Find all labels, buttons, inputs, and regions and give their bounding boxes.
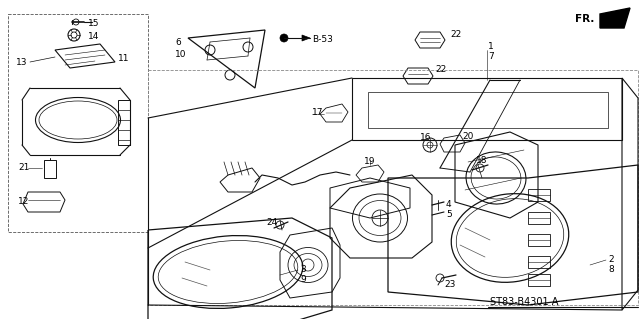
Text: 13: 13 — [16, 58, 28, 67]
Circle shape — [280, 34, 288, 42]
Text: 4: 4 — [446, 200, 452, 209]
Text: 11: 11 — [118, 54, 129, 63]
Text: 21: 21 — [18, 163, 29, 172]
Text: 5: 5 — [446, 210, 452, 219]
Text: 16: 16 — [420, 133, 431, 142]
Text: 19: 19 — [364, 157, 376, 166]
Text: 22: 22 — [450, 30, 461, 39]
Text: B-53: B-53 — [312, 35, 333, 44]
Text: 20: 20 — [462, 132, 474, 141]
Bar — [528, 212, 550, 224]
Text: 22: 22 — [435, 65, 446, 74]
Text: 17: 17 — [312, 108, 323, 117]
Text: 6: 6 — [175, 38, 180, 47]
Text: 10: 10 — [175, 50, 186, 59]
Text: 18: 18 — [476, 156, 488, 165]
Text: 14: 14 — [88, 32, 99, 41]
Text: 2: 2 — [608, 255, 614, 264]
Text: 15: 15 — [88, 19, 99, 28]
Text: 1: 1 — [488, 42, 493, 51]
Bar — [528, 234, 550, 246]
Text: 24: 24 — [266, 218, 277, 227]
Bar — [44, 160, 56, 178]
Text: 12: 12 — [18, 197, 29, 206]
Text: 23: 23 — [444, 280, 456, 289]
Text: 8: 8 — [608, 265, 614, 274]
Text: 3: 3 — [300, 265, 306, 274]
Bar — [528, 189, 550, 201]
Bar — [528, 274, 550, 286]
Polygon shape — [600, 8, 630, 28]
Text: ST83-B4301 A: ST83-B4301 A — [490, 297, 558, 307]
Text: 7: 7 — [488, 52, 493, 61]
Polygon shape — [302, 35, 310, 41]
Bar — [528, 256, 550, 268]
Text: 9: 9 — [300, 275, 306, 284]
Text: FR.: FR. — [575, 14, 595, 24]
